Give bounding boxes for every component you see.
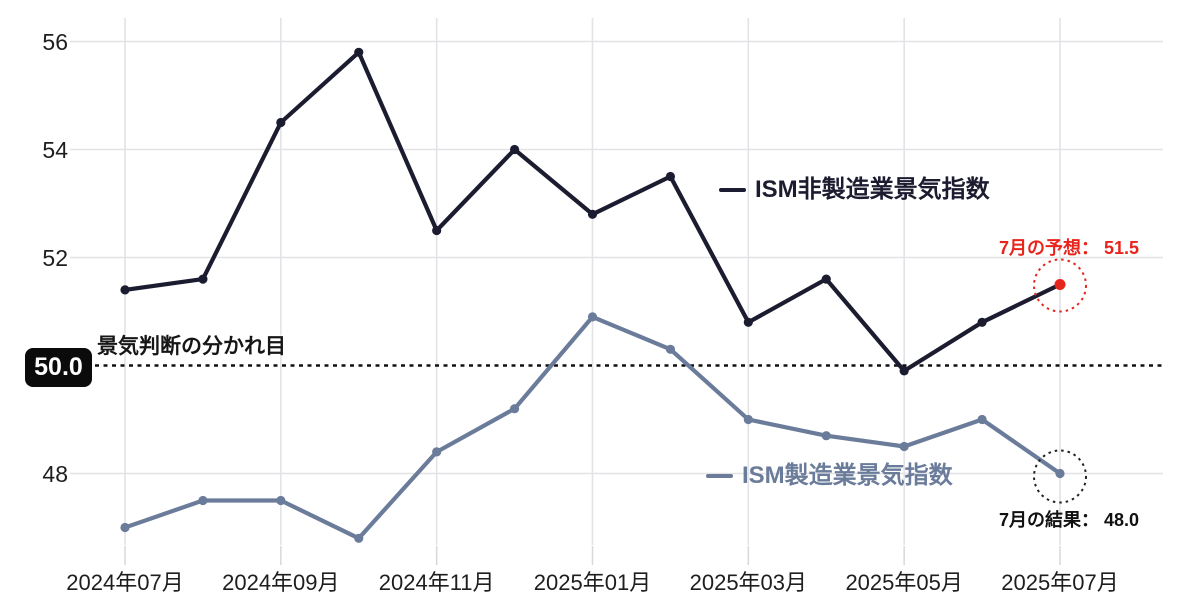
legend-line-icon bbox=[719, 188, 746, 192]
x-axis-label: 2025年01月 bbox=[533, 570, 652, 595]
data-point bbox=[1055, 468, 1065, 479]
legend-label-non-manufacturing: ISM非製造業景気指数 bbox=[755, 176, 990, 203]
x-axis-label: 2025年05月 bbox=[845, 570, 963, 595]
y-axis-label: 54 bbox=[42, 136, 68, 163]
x-axis-label: 2024年09月 bbox=[222, 570, 340, 595]
data-point bbox=[665, 344, 676, 354]
threshold-label: 景気判断の分かれ目 bbox=[97, 335, 286, 358]
x-axis-label: 2025年07月 bbox=[1001, 570, 1119, 595]
data-point bbox=[587, 209, 598, 219]
legend-ism-manufacturing: ISM製造業景気指数 bbox=[706, 462, 953, 490]
data-point bbox=[821, 431, 831, 441]
data-point bbox=[899, 366, 909, 376]
data-point bbox=[665, 171, 676, 182]
data-point bbox=[509, 144, 520, 155]
y-axis-label: 48 bbox=[42, 460, 68, 487]
data-point bbox=[432, 225, 442, 236]
data-point bbox=[198, 495, 208, 506]
legend-line-icon bbox=[706, 474, 733, 478]
data-point bbox=[509, 404, 520, 414]
data-point bbox=[120, 285, 130, 295]
data-point bbox=[977, 317, 987, 327]
x-axis-label: 2024年11月 bbox=[378, 570, 495, 595]
forecast-annotation: 7月の予想： 51.5 bbox=[999, 238, 1140, 258]
series-points-non-manufacturing bbox=[120, 47, 1066, 376]
data-point bbox=[432, 447, 442, 457]
forecast-dotted-circle-icon bbox=[1033, 258, 1087, 313]
h-gridlines bbox=[70, 40, 1163, 475]
forecast-point bbox=[1054, 279, 1066, 290]
data-point bbox=[354, 47, 364, 57]
data-point bbox=[587, 312, 598, 322]
series-points-manufacturing bbox=[120, 312, 1065, 543]
data-point bbox=[354, 533, 364, 543]
legend-ism-non-manufacturing: ISM非製造業景気指数 bbox=[719, 176, 990, 204]
x-axis-label: 2025年03月 bbox=[689, 570, 808, 595]
data-point bbox=[276, 117, 286, 128]
data-point bbox=[198, 274, 208, 284]
data-point bbox=[743, 414, 753, 425]
legend-label-manufacturing: ISM製造業景気指数 bbox=[742, 462, 953, 489]
data-point bbox=[120, 522, 130, 533]
result-dotted-circle-icon bbox=[1033, 449, 1087, 504]
result-annotation: 7月の結果： 48.0 bbox=[999, 510, 1140, 530]
y-axis-label: 56 bbox=[42, 28, 68, 55]
threshold-value-badge: 50.0 bbox=[25, 348, 92, 387]
data-point bbox=[276, 495, 286, 506]
data-point bbox=[977, 414, 987, 425]
x-axis-label: 2024年07月 bbox=[66, 570, 184, 595]
data-point bbox=[743, 317, 753, 327]
data-point bbox=[899, 441, 909, 452]
y-axis-label: 52 bbox=[42, 244, 68, 271]
data-point bbox=[821, 274, 831, 284]
